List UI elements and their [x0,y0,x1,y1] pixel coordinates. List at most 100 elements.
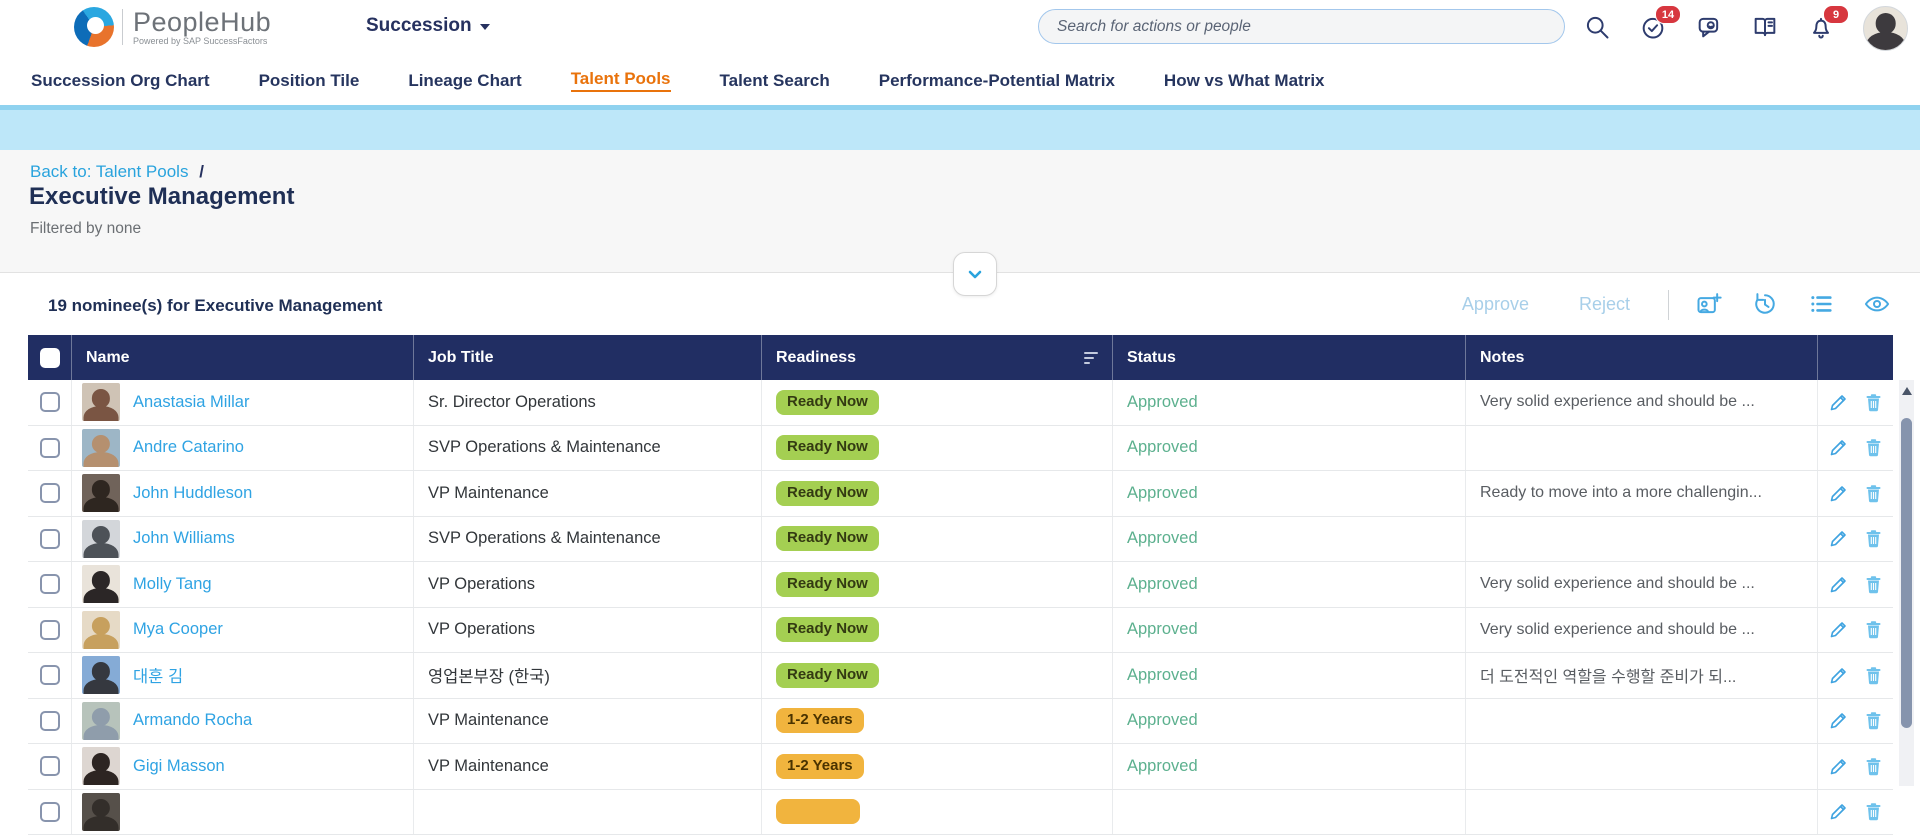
nominee-name-link[interactable]: 대훈 김 [133,663,183,687]
notifications-badge: 9 [1823,5,1849,24]
row-checkbox[interactable] [40,756,60,776]
tab-lineage-chart[interactable]: Lineage Chart [408,71,521,91]
nominee-name-link[interactable]: Mya Cooper [133,620,223,639]
readiness-badge [776,799,860,824]
nominee-name-link[interactable]: Gigi Masson [133,757,225,776]
edit-note-icon[interactable] [1828,528,1849,549]
logo-swirl-icon [74,7,114,47]
row-checkbox[interactable] [40,665,60,685]
chat-icon[interactable] [1695,13,1725,43]
row-checkbox[interactable] [40,438,60,458]
todo-icon[interactable]: 14 [1639,13,1669,43]
top-bar: PeopleHub Powered by SAP SuccessFactors … [0,0,1920,56]
delete-note-icon[interactable] [1863,528,1884,549]
edit-note-icon[interactable] [1828,756,1849,777]
history-icon[interactable] [1751,290,1781,320]
add-nominee-icon[interactable] [1695,290,1725,320]
column-header-notes[interactable]: Notes [1466,335,1818,380]
row-checkbox[interactable] [40,483,60,503]
delete-note-icon[interactable] [1863,801,1884,822]
table-row: Gigi Masson VP Maintenance 1-2 Years App… [28,744,1893,790]
row-checkbox[interactable] [40,711,60,731]
module-tab-bar: Succession Org Chart Position Tile Linea… [0,56,1920,105]
filter-icon[interactable] [1084,352,1098,364]
delete-note-icon[interactable] [1863,756,1884,777]
edit-note-icon[interactable] [1828,665,1849,686]
edit-note-icon[interactable] [1828,392,1849,413]
tab-succession-org-chart[interactable]: Succession Org Chart [31,71,210,91]
edit-note-icon[interactable] [1828,801,1849,822]
row-checkbox[interactable] [40,620,60,640]
tab-talent-pools[interactable]: Talent Pools [571,69,671,92]
guide-book-icon[interactable] [1751,13,1781,43]
search-input[interactable] [1055,17,1548,37]
avatar [82,702,120,740]
nominee-name-link[interactable]: John Williams [133,529,235,548]
tab-how-vs-what-matrix[interactable]: How vs What Matrix [1164,71,1325,91]
delete-note-icon[interactable] [1863,619,1884,640]
edit-note-icon[interactable] [1828,437,1849,458]
tab-position-tile[interactable]: Position Tile [259,71,360,91]
edit-note-icon[interactable] [1828,619,1849,640]
tab-talent-search[interactable]: Talent Search [720,71,830,91]
readiness-badge: 1-2 Years [776,708,864,733]
toolbar-divider [1668,290,1669,320]
row-checkbox[interactable] [40,392,60,412]
column-header-job-title[interactable]: Job Title [414,335,762,380]
table-row: Mya Cooper VP Operations Ready Now Appro… [28,608,1893,654]
delete-note-icon[interactable] [1863,574,1884,595]
delete-note-icon[interactable] [1863,483,1884,504]
edit-note-icon[interactable] [1828,574,1849,595]
readiness-badge: Ready Now [776,435,879,460]
delete-note-icon[interactable] [1863,392,1884,413]
select-all-checkbox[interactable] [40,348,60,368]
delete-note-icon[interactable] [1863,437,1884,458]
breadcrumb: Back to: Talent Pools / [30,162,204,182]
edit-note-icon[interactable] [1828,483,1849,504]
global-search[interactable] [1038,9,1565,44]
reject-button[interactable]: Reject [1567,294,1642,315]
list-view-icon[interactable] [1807,290,1837,320]
nominee-name-link[interactable]: Anastasia Millar [133,393,249,412]
avatar [82,383,120,421]
readiness-badge: Ready Now [776,526,879,551]
app-logo[interactable]: PeopleHub Powered by SAP SuccessFactors [74,7,271,47]
vertical-scrollbar-thumb[interactable] [1901,418,1912,728]
readiness-badge: Ready Now [776,390,879,415]
row-checkbox[interactable] [40,574,60,594]
delete-note-icon[interactable] [1863,710,1884,731]
delete-note-icon[interactable] [1863,665,1884,686]
status-text: Approved [1127,666,1198,685]
row-checkbox[interactable] [40,802,60,822]
tab-performance-potential-matrix[interactable]: Performance-Potential Matrix [879,71,1115,91]
table-header-row: Name Job Title Readiness Status Notes [28,335,1893,380]
job-title: VP Maintenance [428,757,549,776]
nominee-name-link[interactable]: Andre Catarino [133,438,244,457]
nominee-name-link[interactable]: John Huddleson [133,484,252,503]
search-icon[interactable] [1583,13,1613,43]
job-title: SVP Operations & Maintenance [428,529,661,548]
header-icon-cluster: 14 9 [1583,0,1920,56]
column-header-status[interactable]: Status [1113,335,1466,380]
column-header-name[interactable]: Name [72,335,414,380]
table-row: John Huddleson VP Maintenance Ready Now … [28,471,1893,517]
nominee-name-link[interactable]: Molly Tang [133,575,212,594]
chevron-down-icon [480,24,490,30]
nominee-name-link[interactable]: Armando Rocha [133,711,252,730]
approve-button[interactable]: Approve [1450,294,1541,315]
profile-avatar[interactable] [1863,6,1908,51]
status-text: Approved [1127,575,1198,594]
column-header-readiness[interactable]: Readiness [762,335,1113,380]
back-to-talent-pools-link[interactable]: Back to: Talent Pools [30,162,188,181]
edit-note-icon[interactable] [1828,710,1849,731]
scrollbar-up-arrow[interactable] [1902,387,1912,395]
row-checkbox[interactable] [40,529,60,549]
note-text: Very solid experience and should be ... [1480,393,1755,411]
note-text: Very solid experience and should be ... [1480,621,1755,639]
module-menu[interactable]: Succession [366,15,490,37]
collapse-header-button[interactable] [953,252,997,296]
notifications-icon[interactable]: 9 [1807,13,1837,43]
note-text: Ready to move into a more challengin... [1480,484,1762,502]
show-hide-icon[interactable] [1863,290,1893,320]
avatar [82,565,120,603]
